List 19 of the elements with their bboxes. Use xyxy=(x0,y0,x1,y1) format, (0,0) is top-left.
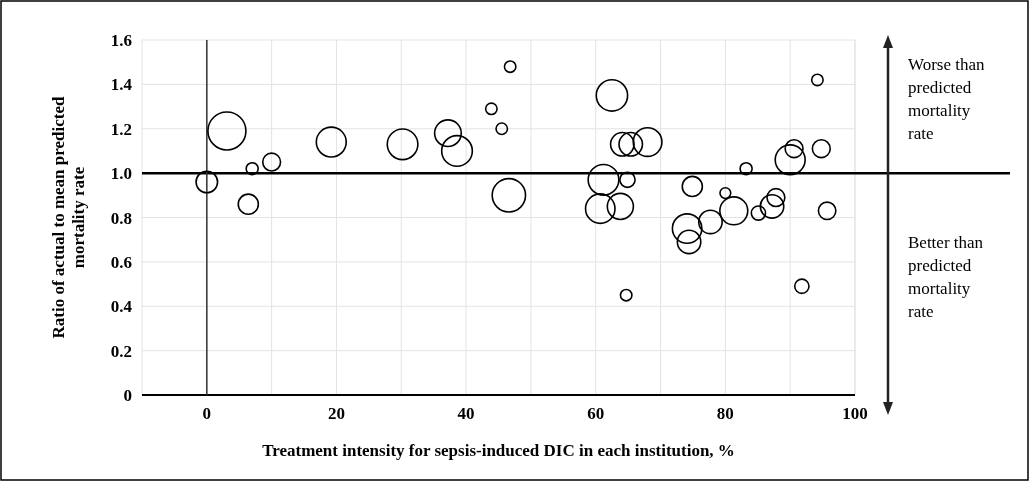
x-tick-label: 40 xyxy=(457,404,475,423)
text: Worse than predicted mortality rate xyxy=(908,55,986,143)
y-tick-label: 0.4 xyxy=(110,297,133,317)
y-tick-label: 0 xyxy=(123,386,132,405)
x-tick-label: 60 xyxy=(587,404,605,423)
y-tick-label: 0.2 xyxy=(110,341,132,361)
y-tick-label: 1.0 xyxy=(110,164,132,184)
y-tick-label: 1.4 xyxy=(110,75,133,95)
y-tick-label: 1.2 xyxy=(110,119,132,139)
x-tick-label: 100 xyxy=(842,404,868,423)
x-axis-title: Treatment intensity for sepsis-induced DIC in each institution, % xyxy=(262,441,735,460)
y-axis-title: Ratio of actual to mean predicted mortality rate xyxy=(49,96,88,339)
text: Better than predicted mortality rate xyxy=(908,233,984,321)
y-tick-label: 0.8 xyxy=(110,208,132,228)
y-tick-label: 1.6 xyxy=(110,31,132,50)
y-tick-label: 0.6 xyxy=(110,252,132,272)
x-tick-label: 0 xyxy=(202,404,212,423)
x-tick-label: 80 xyxy=(716,404,734,423)
x-tick-label: 20 xyxy=(327,404,345,423)
